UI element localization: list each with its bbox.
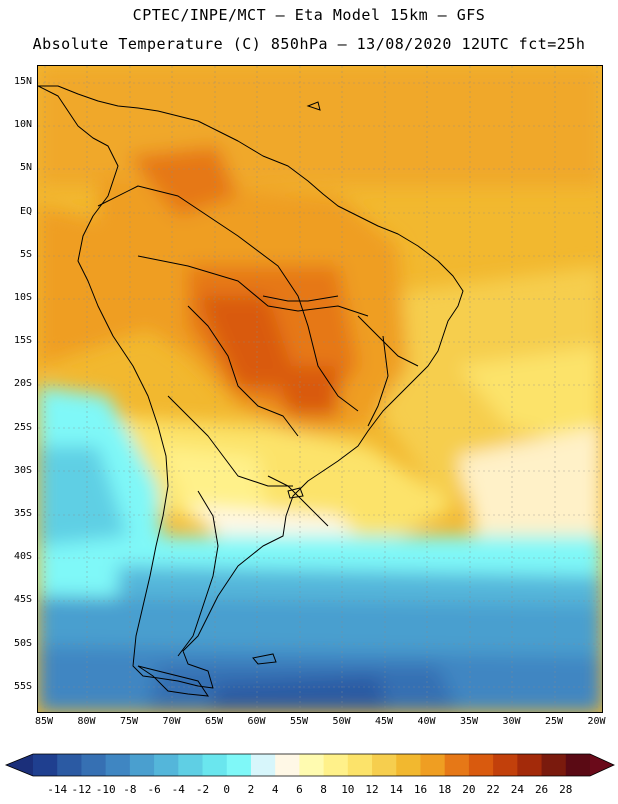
colorbar-swatch <box>468 754 494 776</box>
lat-label: 10N <box>13 119 32 131</box>
lat-label: 15S <box>13 335 32 347</box>
colorbar-tick-label: 12 <box>365 783 379 796</box>
lat-label: 35S <box>13 508 32 519</box>
colorbar-tick-label: -6 <box>147 783 161 796</box>
lon-label: 55W <box>289 716 309 727</box>
colorbar-swatch <box>57 754 82 776</box>
graticule <box>38 66 602 712</box>
lon-label: 85W <box>34 716 54 727</box>
colorbar-tick-label: 24 <box>510 783 524 796</box>
lat-label: 5S <box>19 248 32 260</box>
colorbar-right-arrow <box>590 754 614 776</box>
colorbar-tick-label: 2 <box>247 783 255 796</box>
colorbar-tick-label: 14 <box>389 783 403 796</box>
lat-label: 40S <box>13 551 32 563</box>
colorbar-tick-label: -2 <box>195 783 210 796</box>
colorbar-border <box>4 753 615 777</box>
colorbar-swatch <box>178 754 204 776</box>
colorbar-tick-label: 28 <box>559 783 573 796</box>
colorbar-tick-label: 18 <box>438 783 452 796</box>
lat-label: 45S <box>13 594 32 606</box>
colorbar-tick-label: 6 <box>296 783 303 796</box>
colorbar-tick-label: -4 <box>171 783 185 796</box>
colorbar <box>0 748 618 800</box>
temperature-map <box>37 65 603 713</box>
lon-label: 65W <box>204 716 224 727</box>
colorbar-swatch <box>541 754 567 776</box>
lat-label: 55S <box>13 680 32 692</box>
lon-label: 30W <box>502 716 521 727</box>
colorbar-swatch <box>444 754 470 776</box>
colorbar-tick-label: 0 <box>223 783 231 796</box>
colorbar-tick-label: 20 <box>462 783 476 796</box>
colorbar-swatch <box>81 754 107 776</box>
colorbar-tick-label: -8 <box>123 783 137 796</box>
lat-label: 30S <box>13 464 32 476</box>
lat-label: 15N <box>13 76 32 87</box>
colorbar-swatch <box>202 754 228 776</box>
lon-label: 50W <box>332 716 351 727</box>
colorbar-tick-label: -10 <box>95 783 116 796</box>
colorbar-tick-label: 4 <box>271 783 279 796</box>
colorbar-swatch <box>105 754 131 776</box>
coastlines <box>38 85 464 689</box>
colorbar-swatch <box>517 754 543 776</box>
islands <box>137 101 321 697</box>
title-line-2: Absolute Temperature (C) 850hPa – 13/08/… <box>32 35 586 53</box>
colorbar-swatch <box>250 754 276 776</box>
title-line-1: CPTEC/INPE/MCT – Eta Model 15km – GFS <box>132 6 486 24</box>
lon-label: 25W <box>544 716 564 727</box>
lon-label: 35W <box>459 716 479 727</box>
lon-label: 40W <box>417 716 436 727</box>
lat-label: 10S <box>13 292 32 303</box>
colorbar-swatch <box>299 754 325 776</box>
colorbar-swatch <box>493 754 518 776</box>
lon-label: 45W <box>374 716 394 727</box>
colorbar-swatch <box>323 754 349 776</box>
colorbar-tick-label: 16 <box>413 783 428 796</box>
lat-label: 20S <box>13 378 32 390</box>
colorbar-tick-label: 26 <box>534 783 549 796</box>
lon-label: 75W <box>119 716 139 727</box>
colorbar-swatch <box>347 754 373 776</box>
colorbar-tick-label: 8 <box>320 783 327 796</box>
colorbar-tick-label: 22 <box>486 783 500 796</box>
colorbar-tick-label: -12 <box>71 783 92 796</box>
lon-label: 60W <box>247 716 266 727</box>
colorbar-swatch <box>372 754 397 776</box>
colorbar-tick-label: 10 <box>341 783 355 796</box>
lat-label: 25S <box>13 421 32 433</box>
colorbar-swatch <box>33 754 58 776</box>
lon-label: 80W <box>77 716 96 727</box>
colorbar-svg <box>4 753 615 777</box>
colorbar-swatch <box>154 754 179 776</box>
lat-label: 5N <box>19 162 32 174</box>
colorbar-swatch <box>275 754 300 776</box>
colorbar-swatch <box>396 754 421 776</box>
colorbar-swatch <box>565 754 591 776</box>
colorbar-swatch <box>129 754 155 776</box>
colorbar-tick-label: -14 <box>47 783 68 796</box>
lon-label: 70W <box>162 716 181 727</box>
lon-label: 20W <box>587 716 606 727</box>
map-canvas <box>38 66 602 712</box>
colorbar-swatch <box>226 754 252 776</box>
temperature-field <box>38 66 602 712</box>
colorbar-swatch <box>420 754 446 776</box>
lat-label: EQ <box>19 205 32 217</box>
colorbar-left-arrow <box>6 754 33 776</box>
lat-label: 50S <box>13 637 32 649</box>
